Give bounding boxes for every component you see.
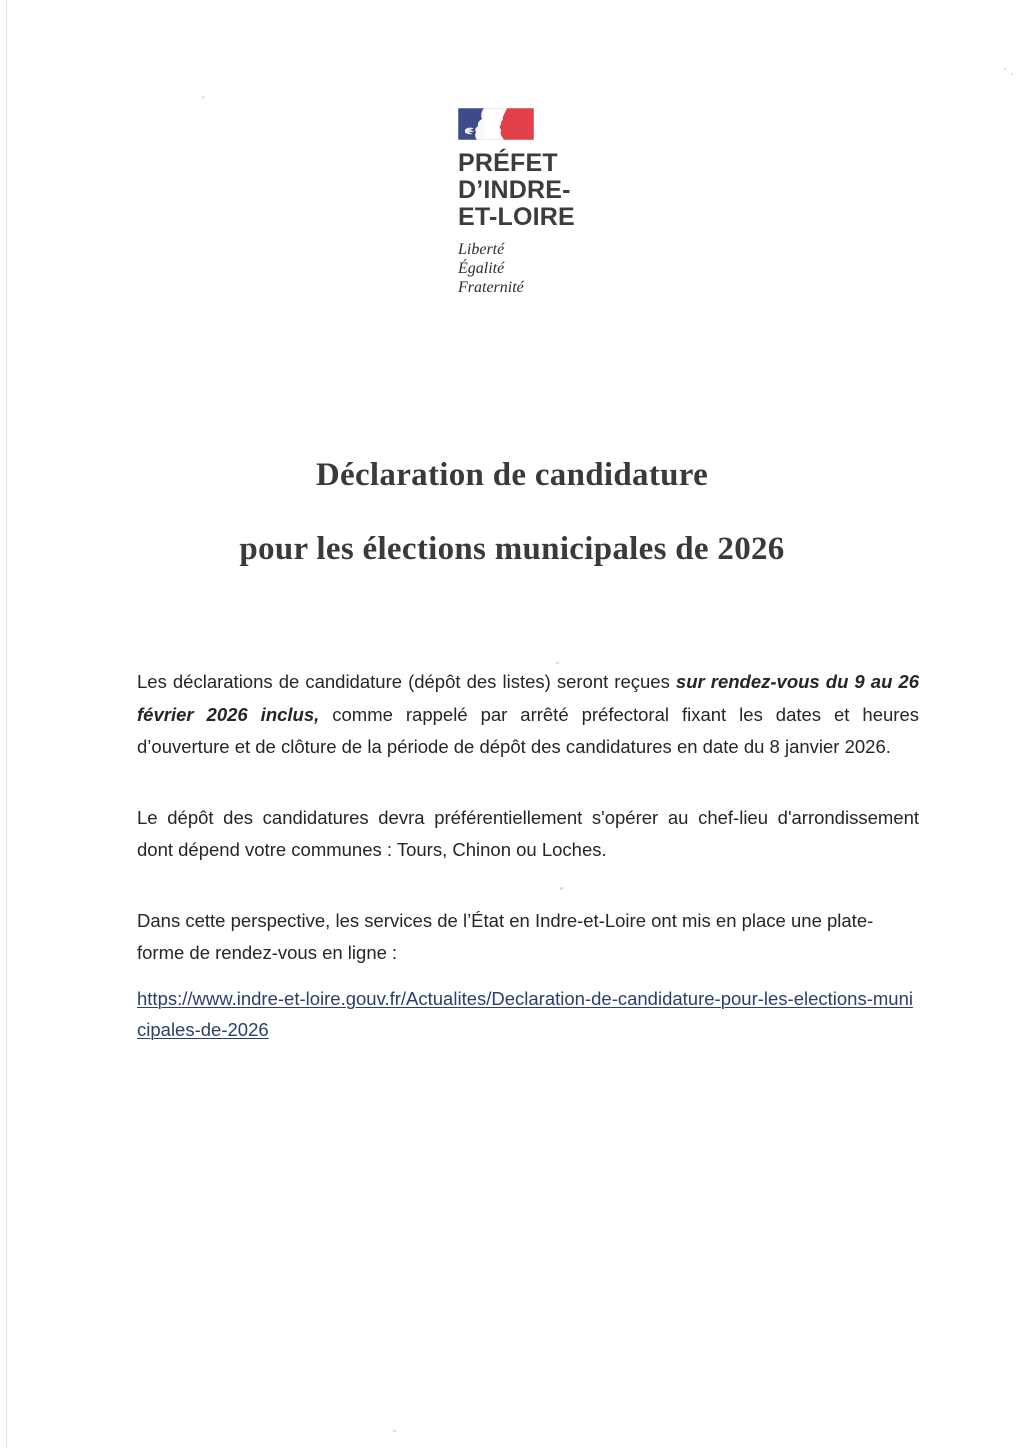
appointment-platform-link[interactable]: https://www.indre-et-loire.gouv.fr/Actua…	[137, 987, 913, 1040]
paragraph1-segment-3: comme rappelé par arrêté préfectoral fix…	[137, 703, 919, 758]
french-republic-marianne-flag-icon	[458, 108, 534, 140]
letterhead: PRÉFET D’INDRE- ET-LOIRE Liberté Égalité…	[458, 108, 758, 297]
authority-name: PRÉFET D’INDRE- ET-LOIRE	[458, 149, 575, 231]
paragraph-appointment-dates: Les déclarations de candidature (dépôt d…	[137, 666, 919, 764]
appointment-url-paragraph: https://www.indre-et-loire.gouv.fr/Actua…	[137, 983, 919, 1047]
paragraph-deposit-location: Le dépôt des candidatures devra préféren…	[137, 806, 919, 861]
paragraph1-segment-1: Les déclarations de candidature (dépôt d…	[137, 671, 676, 692]
scan-speck	[560, 887, 563, 890]
paragraph1-emphasis-dates: sur rendez-vous du 9 au 26 février 2026 …	[137, 671, 920, 725]
page-title: Déclaration de candidature pour les élec…	[0, 455, 1024, 569]
scan-speck	[556, 662, 559, 664]
scan-speck	[1011, 73, 1013, 75]
scan-speck	[202, 96, 204, 99]
page-title-line-2: pour les élections municipales de 2026	[239, 531, 785, 567]
page-title-line-1: Déclaration de candidature	[315, 457, 709, 493]
scan-speck	[393, 1430, 396, 1432]
paragraph-spacer	[137, 867, 919, 905]
paragraph-spacer	[137, 764, 919, 802]
republic-motto: Liberté Égalité Fraternité	[458, 241, 524, 296]
paragraph-spacer	[137, 970, 919, 983]
document-body: Les déclarations de candidature (dépôt d…	[137, 666, 919, 1046]
scan-speck	[1004, 68, 1006, 70]
paragraph-online-platform: Dans cette perspective, les services de …	[137, 909, 874, 964]
scan-edge-line	[6, 0, 7, 1448]
